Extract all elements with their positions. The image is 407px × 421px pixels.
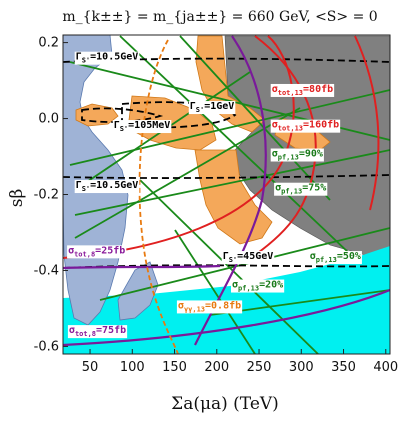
annotation-label: ΓS'=10.5GeV xyxy=(74,180,140,194)
annotation-label: σpf,13=75% xyxy=(274,182,328,196)
x-tick-label: 100 xyxy=(120,360,145,375)
y-tick-label: -0.6 xyxy=(34,339,59,354)
x-tick-label: 50 xyxy=(82,360,99,375)
annotation-background xyxy=(230,279,285,293)
gamma-contours xyxy=(63,57,390,269)
chart-title: m_{k±±} = m_{ja±±} = 660 GeV, <S> = 0 xyxy=(62,9,377,25)
annotation-label: σtot,13=160fb xyxy=(270,119,341,133)
annotation-background xyxy=(112,120,172,134)
y-tick-label: 0.2 xyxy=(38,36,59,51)
annotation-text: σpf,13=20% xyxy=(232,280,283,293)
annotation-text: σpf,13=50% xyxy=(310,251,361,264)
annotation-background xyxy=(74,51,140,65)
annotation-text: ΓS'=1GeV xyxy=(190,101,235,114)
annotation-text: σtot,8=25fb xyxy=(68,245,125,258)
annotation-text: σpf,13=75% xyxy=(275,183,326,196)
annotation-background xyxy=(270,83,335,97)
x-tick-label: 250 xyxy=(247,360,272,375)
annotation-text: σtot,13=160fb xyxy=(272,120,339,133)
y-axis-label: sβ xyxy=(7,189,27,208)
annotation-label: ΓS'=45GeV xyxy=(221,251,275,265)
annotation-text: ΓS'=10.5GeV xyxy=(76,52,139,65)
y-tick-label: -0.4 xyxy=(34,263,59,278)
annotation-text: σpf,13=90% xyxy=(272,149,323,162)
annotation-background xyxy=(270,119,341,133)
annotation-background xyxy=(67,245,127,259)
gammagamma-contour xyxy=(138,39,179,354)
annotation-background xyxy=(188,101,236,115)
x-axis-label: Σa(μa) (TeV) xyxy=(171,394,279,414)
annotation-labels: ΓS'=10.5GeV ΓS'=1GeV ΓS'=105MeV ΓS'=10.5GeV… xyxy=(67,51,362,339)
annotation-label: σpf,13=20% xyxy=(230,279,285,293)
annotation-background xyxy=(270,148,324,162)
annotation-text: σtot,8=75fb xyxy=(69,325,126,338)
x-tick-label: 400 xyxy=(373,360,398,375)
annotation-label: σtot,8=75fb xyxy=(67,325,128,339)
annotation-label: σγγ,13=0.8fb xyxy=(176,300,243,314)
y-tick-label: 0.0 xyxy=(38,112,59,127)
annotation-label: σtot,13=80fb xyxy=(270,83,335,97)
annotation-background xyxy=(274,182,328,196)
annotation-label: ΓS'=105MeV xyxy=(112,120,172,134)
annotation-label: σpf,13=50% xyxy=(308,251,362,265)
annotation-text: ΓS'=45GeV xyxy=(223,251,274,264)
x-tick-label: 300 xyxy=(289,360,314,375)
x-tick-label: 350 xyxy=(331,360,356,375)
annotation-background xyxy=(67,325,128,339)
annotation-label: σpf,13=90% xyxy=(270,148,324,162)
annotation-label: σtot,8=25fb xyxy=(67,245,127,259)
y-axis-ticks: 0.2 0.0 -0.2 -0.4 -0.6 xyxy=(34,36,68,354)
x-tick-label: 150 xyxy=(162,360,187,375)
annotation-label: ΓS'=1GeV xyxy=(188,101,236,115)
x-axis-ticks: 50 100 150 200 250 300 350 400 xyxy=(82,349,398,375)
orange-region-lower xyxy=(194,149,273,245)
annotation-background xyxy=(176,300,243,314)
annotation-text: ΓS'=105MeV xyxy=(114,120,171,133)
annotation-text: σγγ,13=0.8fb xyxy=(178,300,241,313)
annotation-background xyxy=(308,251,362,265)
annotation-text: ΓS'=10.5GeV xyxy=(76,180,139,193)
annotation-text: σtot,13=80fb xyxy=(272,84,333,97)
plot-area: ΓS'=10.5GeV ΓS'=1GeV ΓS'=105MeV ΓS'=10.5GeV… xyxy=(63,35,390,354)
annotation-label: ΓS'=10.5GeV xyxy=(74,51,140,65)
annotation-background xyxy=(221,251,275,265)
purple-contours xyxy=(63,35,390,347)
y-tick-label: -0.2 xyxy=(34,188,59,203)
annotation-background xyxy=(74,180,140,194)
x-tick-label: 200 xyxy=(204,360,229,375)
cyan-region xyxy=(63,246,390,354)
